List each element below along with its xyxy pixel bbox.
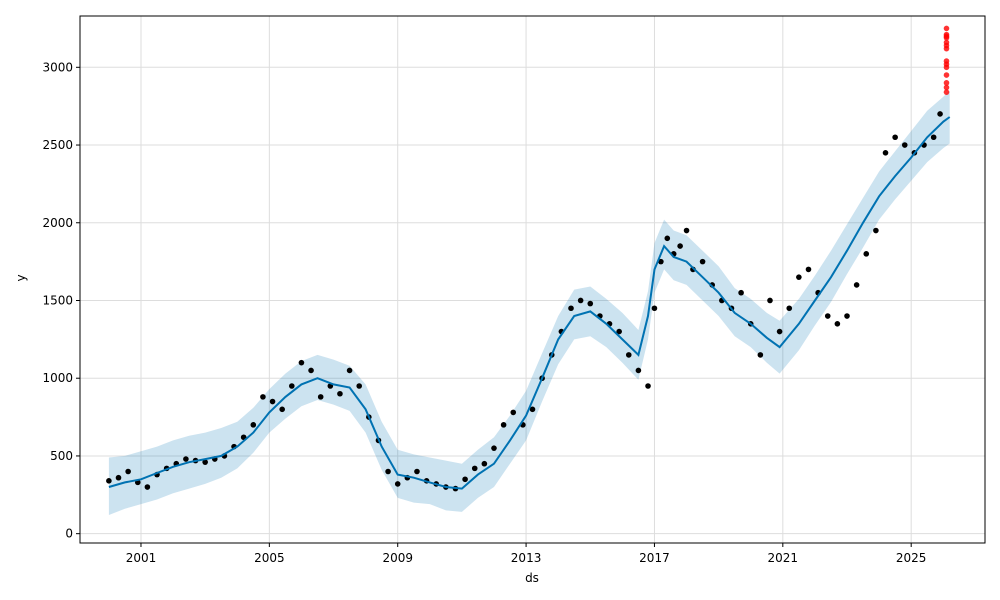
y-tick-label: 1000 — [42, 371, 73, 385]
observed-point — [651, 305, 658, 312]
x-tick-label: 2009 — [382, 551, 413, 565]
highlight-point — [943, 39, 950, 46]
observed-point — [529, 406, 536, 413]
x-tick-label: 2017 — [639, 551, 670, 565]
highlight-point — [943, 72, 950, 78]
observed-point — [873, 227, 879, 234]
y-tick-label: 0 — [65, 527, 73, 541]
observed-point — [414, 468, 420, 475]
observed-point — [183, 456, 189, 462]
y-axis-label: y — [14, 274, 28, 281]
observed-point — [625, 352, 632, 358]
highlight-point — [943, 58, 950, 64]
y-tick-label: 2500 — [42, 138, 73, 152]
x-tick-label: 2013 — [511, 551, 542, 565]
observed-point — [824, 313, 831, 319]
observed-point — [683, 227, 690, 234]
highlight-point — [943, 80, 950, 86]
observed-point — [115, 474, 122, 481]
observed-point — [767, 297, 773, 304]
observed-point — [937, 111, 943, 117]
observed-point — [510, 409, 517, 416]
observed-point — [106, 478, 112, 484]
plot-frame — [79, 15, 986, 544]
observed-point — [144, 484, 151, 490]
highlight-point — [943, 89, 950, 95]
observed-point — [834, 321, 841, 327]
x-tick-label: 2001 — [126, 551, 157, 565]
observed-point — [892, 134, 898, 141]
observed-point — [658, 258, 664, 265]
observed-point — [279, 406, 285, 413]
uncertainty-band — [108, 90, 950, 515]
observed-point — [635, 367, 642, 374]
x-tick-label: 2021 — [768, 551, 799, 565]
forecast-line — [108, 116, 951, 490]
observed-point — [481, 460, 488, 467]
observed-point — [471, 465, 478, 472]
observed-point — [853, 282, 860, 288]
highlight-point — [943, 31, 950, 38]
observed-point — [250, 422, 257, 428]
x-tick-label: 2005 — [254, 551, 285, 565]
observed-point — [930, 134, 937, 141]
observed-point — [289, 383, 295, 389]
observed-point — [269, 398, 276, 405]
y-tick-label: 3000 — [42, 60, 73, 74]
observed-point — [699, 258, 706, 265]
observed-point — [645, 383, 651, 389]
plot-area: 2001 2005 2009 2013 2017 2021 2025 0 500 1000 1500… — [42, 15, 986, 565]
observed-point — [664, 235, 671, 242]
observed-point — [901, 142, 908, 148]
observed-point — [462, 476, 468, 483]
highlight-point — [943, 25, 950, 32]
observed-point — [577, 297, 584, 304]
x-tick-label: 2025 — [896, 551, 927, 565]
observed-point — [298, 359, 305, 366]
observed-point — [337, 390, 343, 397]
observed-point — [260, 394, 266, 400]
y-tick-label: 500 — [50, 449, 73, 463]
y-tick-label: 2000 — [42, 216, 73, 230]
observed-point — [385, 468, 391, 475]
observed-point — [738, 289, 744, 296]
observed-point — [844, 313, 850, 319]
observed-point — [757, 352, 764, 358]
observed-point — [568, 305, 574, 312]
observed-point — [125, 468, 131, 475]
observed-point — [796, 274, 802, 280]
observed-point — [202, 459, 208, 465]
observed-point — [616, 328, 622, 335]
observed-point — [500, 422, 507, 428]
observed-point — [308, 367, 314, 374]
observed-point — [356, 383, 363, 389]
x-axis-label: ds — [525, 571, 539, 585]
observed-point — [587, 300, 594, 307]
observed-point — [317, 394, 324, 400]
observed-point — [805, 266, 812, 273]
observed-point — [394, 481, 401, 487]
observed-point — [346, 367, 353, 374]
observed-point — [882, 150, 889, 156]
observed-point — [491, 445, 497, 451]
y-tick-label: 1500 — [42, 293, 73, 307]
observed-point — [863, 251, 870, 257]
observed-point — [776, 328, 783, 335]
observed-point — [786, 305, 793, 312]
highlight-point — [943, 84, 950, 91]
observed-point — [677, 243, 683, 249]
